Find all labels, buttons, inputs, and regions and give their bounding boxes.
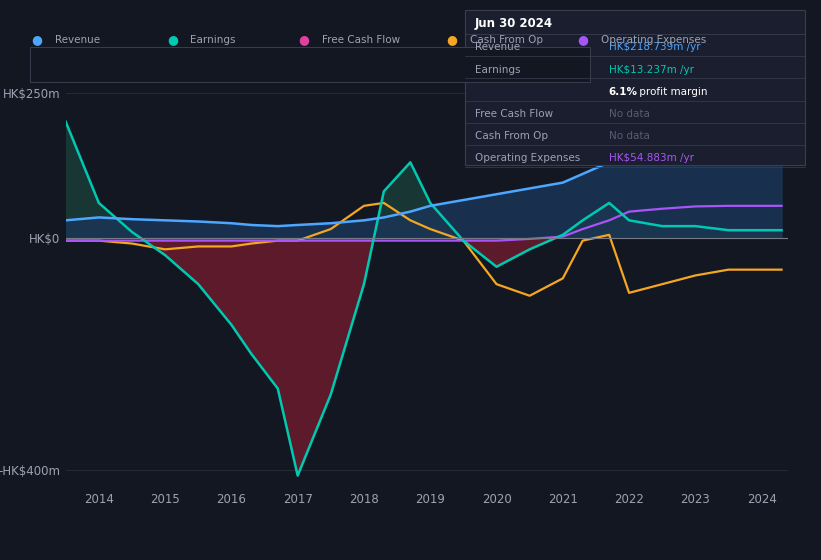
Text: Earnings: Earnings [190, 35, 236, 45]
Text: Cash From Op: Cash From Op [470, 35, 543, 45]
Text: Free Cash Flow: Free Cash Flow [475, 109, 553, 119]
Text: Revenue: Revenue [475, 43, 520, 53]
Text: Jun 30 2024: Jun 30 2024 [475, 17, 553, 30]
Text: Cash From Op: Cash From Op [475, 131, 548, 141]
Text: No data: No data [608, 109, 649, 119]
Text: 6.1%: 6.1% [608, 87, 638, 97]
Text: HK$218.739m /yr: HK$218.739m /yr [608, 43, 700, 53]
Text: Operating Expenses: Operating Expenses [475, 153, 580, 163]
Text: ●: ● [298, 34, 310, 46]
Text: Earnings: Earnings [475, 64, 521, 74]
Text: ●: ● [31, 34, 43, 46]
Text: HK$13.237m /yr: HK$13.237m /yr [608, 64, 694, 74]
Text: Operating Expenses: Operating Expenses [601, 35, 706, 45]
Text: Revenue: Revenue [55, 35, 100, 45]
Text: profit margin: profit margin [635, 87, 707, 97]
Text: ●: ● [167, 34, 178, 46]
Text: ●: ● [577, 34, 589, 46]
Text: ●: ● [446, 34, 457, 46]
Text: HK$54.883m /yr: HK$54.883m /yr [608, 153, 694, 163]
Text: Free Cash Flow: Free Cash Flow [322, 35, 400, 45]
Text: No data: No data [608, 131, 649, 141]
